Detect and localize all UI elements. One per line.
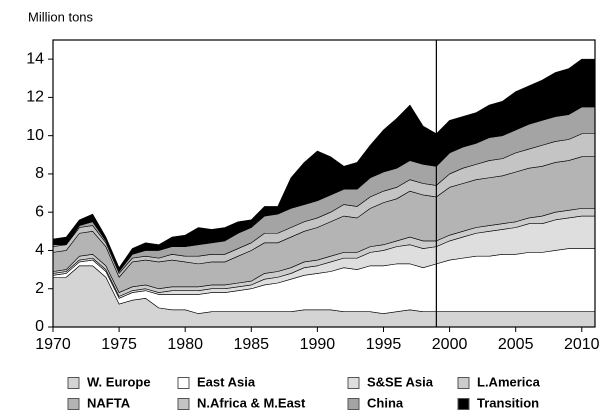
y-tick-label: 8: [35, 165, 44, 182]
legend-label: S&SE Asia: [367, 374, 434, 389]
legend-swatch: [177, 398, 190, 410]
legend-label: NAFTA: [87, 395, 131, 410]
y-tick-label: 0: [35, 318, 44, 335]
x-tick-label: 2010: [564, 336, 600, 353]
x-tick-label: 1970: [35, 336, 71, 353]
legend-label: East Asia: [197, 374, 256, 389]
y-tick-label: 14: [26, 50, 44, 67]
y-tick-label: 6: [35, 203, 44, 220]
legend-swatch: [177, 377, 190, 389]
y-axis-label: Million tons: [28, 9, 94, 24]
y-tick-label: 10: [26, 127, 44, 144]
legend-swatch: [347, 377, 360, 389]
x-tick-label: 2005: [498, 336, 534, 353]
legend-swatch: [457, 398, 470, 410]
legend-swatch: [67, 398, 80, 410]
x-tick-label: 1990: [300, 336, 336, 353]
legend-swatch: [347, 398, 360, 410]
legend-label: W. Europe: [87, 374, 151, 389]
legend-swatch: [67, 377, 80, 389]
legend-label: China: [367, 395, 404, 410]
plot-frame: [52, 39, 596, 328]
legend-swatch: [457, 377, 470, 389]
x-tick-label: 2000: [432, 336, 468, 353]
legend-label: N.Africa & M.East: [197, 395, 306, 410]
x-tick-label: 1985: [233, 336, 269, 353]
y-tick-label: 4: [35, 242, 44, 259]
legend-label: Transition: [477, 395, 539, 410]
y-tick-label: 12: [26, 89, 44, 106]
y-tick-label: 2: [35, 280, 44, 297]
x-tick-label: 1980: [167, 336, 203, 353]
x-tick-label: 1995: [366, 336, 402, 353]
legend-label: L.America: [477, 374, 541, 389]
x-tick-label: 1975: [101, 336, 137, 353]
